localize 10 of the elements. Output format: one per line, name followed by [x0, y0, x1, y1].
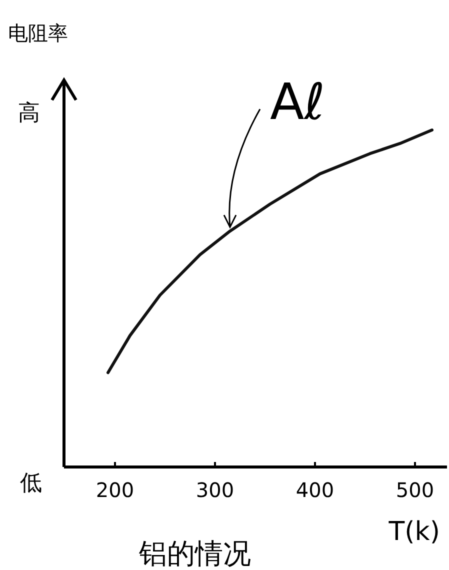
- x-tick-label: 400: [296, 478, 334, 502]
- x-tick-label: 300: [196, 478, 234, 502]
- y-axis-title: 电阻率: [8, 21, 68, 45]
- x-axis-title: T(k): [388, 517, 440, 547]
- text: 高: [18, 101, 40, 126]
- text: 铝的情况: [138, 537, 251, 570]
- x-tick-label: 500: [396, 478, 434, 502]
- annotation: Aℓ: [270, 73, 325, 132]
- text: 低: [20, 471, 42, 496]
- x-tick-label: 200: [96, 478, 134, 502]
